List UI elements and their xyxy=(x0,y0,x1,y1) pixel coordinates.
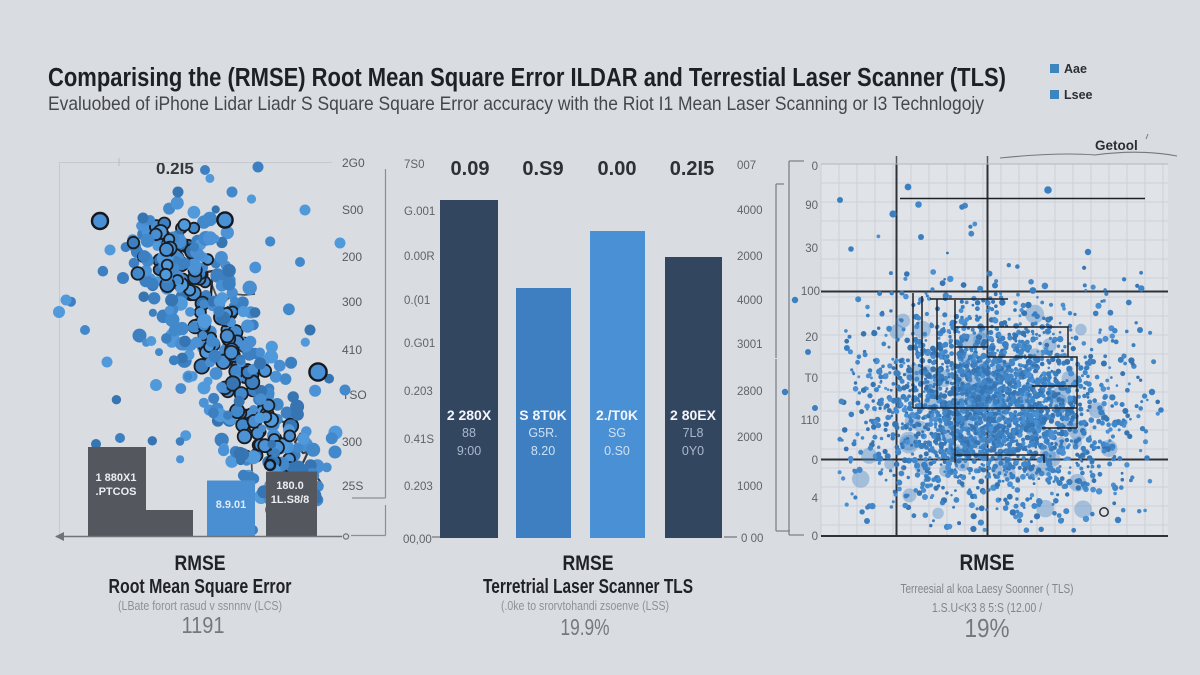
svg-text:0.09: 0.09 xyxy=(451,158,490,180)
svg-text:19.9%: 19.9% xyxy=(561,614,610,640)
svg-text:100: 100 xyxy=(801,286,820,298)
svg-text:20: 20 xyxy=(805,332,818,344)
svg-text:0.00R: 0.00R xyxy=(404,251,435,263)
svg-text:2000: 2000 xyxy=(737,251,763,263)
svg-text:90: 90 xyxy=(805,200,818,212)
svg-text:8.9.01: 8.9.01 xyxy=(216,499,247,511)
svg-text:88: 88 xyxy=(462,426,476,440)
svg-text:0Y0: 0Y0 xyxy=(682,444,704,458)
svg-text:4000: 4000 xyxy=(737,295,763,307)
svg-text:300: 300 xyxy=(342,295,362,309)
svg-text:Terreesial al koa Laesy Soonne: Terreesial al koa Laesy Soonner ( TLS) xyxy=(901,582,1074,596)
svg-text:Terretrial Laser Scanner TLS: Terretrial Laser Scanner TLS xyxy=(483,576,693,598)
svg-text:110: 110 xyxy=(801,415,819,427)
svg-text:0.203: 0.203 xyxy=(404,386,433,398)
svg-text:(.0ke to srorvtohandi zsoenve: (.0ke to srorvtohandi zsoenve (LSS) xyxy=(501,599,669,613)
svg-text:30: 30 xyxy=(805,243,818,255)
svg-text:2 280X: 2 280X xyxy=(447,407,492,423)
svg-text:G.001: G.001 xyxy=(404,206,435,218)
svg-text:S00: S00 xyxy=(342,203,364,217)
svg-text:0.2I5: 0.2I5 xyxy=(156,159,194,178)
svg-text:4000: 4000 xyxy=(737,205,763,217)
svg-text:0: 0 xyxy=(812,455,818,467)
svg-text:(LBate forort rasud v ssnnnv (: (LBate forort rasud v ssnnnv (LCS) xyxy=(118,599,282,613)
svg-text:RMSE: RMSE xyxy=(960,550,1015,575)
svg-text:2G0: 2G0 xyxy=(342,156,365,170)
svg-text:0.00: 0.00 xyxy=(598,158,637,180)
svg-text:RMSE: RMSE xyxy=(175,552,226,575)
svg-text:0: 0 xyxy=(812,531,818,543)
svg-text:RMSE: RMSE xyxy=(563,552,614,575)
svg-text:Root Mean Square Error: Root Mean Square Error xyxy=(109,576,292,598)
svg-text:Evaluobed of iPhone Lidar Liad: Evaluobed of iPhone Lidar Liadr S Square… xyxy=(48,93,984,115)
svg-text:Getool: Getool xyxy=(1095,138,1138,153)
svg-text:0.2I5: 0.2I5 xyxy=(670,158,714,180)
svg-text:00,00: 00,00 xyxy=(403,534,432,546)
svg-text:2 80EX: 2 80EX xyxy=(670,407,717,423)
svg-text:Comparising the (RMSE) Root Me: Comparising the (RMSE) Root Mean Square … xyxy=(48,64,1006,92)
svg-text:2000: 2000 xyxy=(737,432,763,444)
svg-text:410: 410 xyxy=(342,343,362,357)
svg-text:7L8: 7L8 xyxy=(683,426,704,440)
svg-text:2./T0K: 2./T0K xyxy=(596,407,638,423)
svg-text:0.(01: 0.(01 xyxy=(404,295,430,307)
svg-text:0 00: 0 00 xyxy=(741,533,763,545)
svg-text:0: 0 xyxy=(812,161,818,173)
svg-text:0.G01: 0.G01 xyxy=(404,338,435,350)
svg-text:19%: 19% xyxy=(965,613,1010,643)
svg-text:4: 4 xyxy=(812,493,819,505)
svg-text:1.S.U<K3 8 5:S (12.00 /: 1.S.U<K3 8 5:S (12.00 / xyxy=(932,601,1042,615)
svg-text:Aae: Aae xyxy=(1064,62,1087,76)
svg-text:300: 300 xyxy=(342,435,362,449)
svg-text:1 880X1: 1 880X1 xyxy=(96,472,137,484)
svg-text:7S0: 7S0 xyxy=(404,159,424,171)
svg-text:1L.S8/8: 1L.S8/8 xyxy=(271,494,310,506)
svg-text:G5R.: G5R. xyxy=(528,426,557,440)
svg-text:0.S9: 0.S9 xyxy=(522,158,563,180)
svg-text:1191: 1191 xyxy=(182,612,225,638)
svg-text:T0: T0 xyxy=(805,373,818,385)
svg-text:0.S0: 0.S0 xyxy=(604,444,630,458)
svg-text:200: 200 xyxy=(342,250,362,264)
svg-text:S 8T0K: S 8T0K xyxy=(519,407,566,423)
svg-text:SG: SG xyxy=(608,426,626,440)
svg-text:1000: 1000 xyxy=(737,481,763,493)
svg-text:2800: 2800 xyxy=(737,386,763,398)
svg-text:9:00: 9:00 xyxy=(457,444,481,458)
svg-text:Lsee: Lsee xyxy=(1064,88,1093,102)
svg-text:.PTCOS: .PTCOS xyxy=(96,486,137,498)
svg-text:3001: 3001 xyxy=(737,339,763,351)
svg-text:0.203: 0.203 xyxy=(404,481,433,493)
svg-text:25S: 25S xyxy=(342,479,363,493)
svg-text:8.20: 8.20 xyxy=(531,444,555,458)
svg-text:007: 007 xyxy=(737,160,756,172)
svg-text:180.0: 180.0 xyxy=(276,480,304,492)
svg-text:0.41S: 0.41S xyxy=(404,434,434,446)
